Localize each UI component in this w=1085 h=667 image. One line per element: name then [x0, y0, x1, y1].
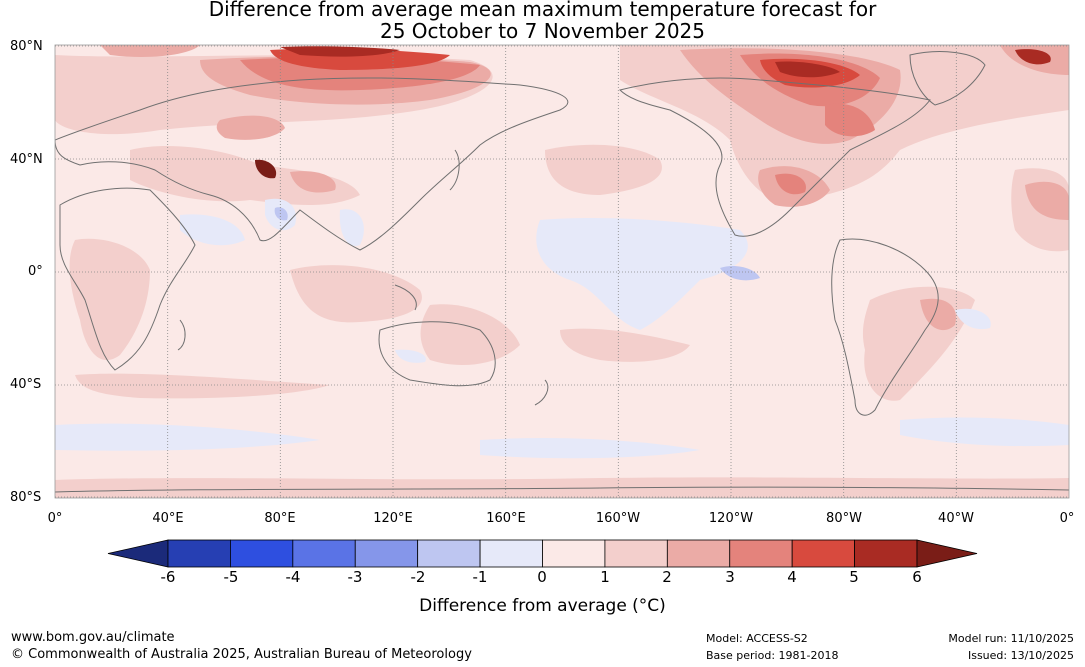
lon-label-0: 0°	[47, 511, 63, 526]
lat-label-equator: 0°	[28, 264, 43, 279]
colorbar-tick-minus5: -5	[223, 568, 239, 586]
lon-label-160e: 160°E	[486, 511, 526, 526]
colorbar-segment	[167, 539, 231, 568]
lon-label-160w: 160°W	[595, 511, 641, 526]
colorbar-segment	[854, 539, 918, 568]
colorbar-segment	[666, 539, 731, 568]
lon-label-80w: 80°W	[826, 511, 862, 526]
colorbar-tick-minus2: -2	[410, 568, 426, 586]
colorbar-segment	[542, 539, 606, 568]
map-title-line2: 25 October to 7 November 2025	[379, 19, 706, 43]
footer-issued: Issued: 13/10/2025	[967, 649, 1074, 662]
colorbar-tick-1: 1	[600, 568, 610, 586]
colorbar-tick-3: 3	[725, 568, 735, 586]
map-title-line1: Difference from average mean maximum tem…	[208, 0, 877, 21]
footer-model: Model: ACCESS-S2	[706, 632, 808, 645]
lon-label-80e: 80°E	[264, 511, 296, 526]
colorbar-tick-minus6: -6	[160, 568, 176, 586]
colorbar-segment	[729, 539, 793, 568]
footer-base-period: Base period: 1981-2018	[706, 649, 839, 662]
footer-copyright: © Commonwealth of Australia 2025, Austra…	[11, 647, 472, 662]
colorbar-arrow-high	[916, 539, 978, 568]
colorbar-tick-minus3: -3	[347, 568, 363, 586]
colorbar-tick-5: 5	[849, 568, 859, 586]
colorbar-tick-6: 6	[912, 568, 922, 586]
colorbar-segment	[791, 539, 855, 568]
lon-label-40w: 40°W	[938, 511, 974, 526]
colorbar-segment	[604, 539, 668, 568]
colorbar-segment	[230, 539, 294, 568]
coastlines	[55, 51, 1069, 493]
lat-label-40n: 40°N	[10, 152, 43, 167]
colorbar-tick-0: 0	[537, 568, 547, 586]
colorbar-tick-2: 2	[662, 568, 672, 586]
colorbar-tick-minus1: -1	[472, 568, 488, 586]
anomaly-shading	[55, 45, 1069, 498]
colorbar-segment	[354, 539, 419, 568]
colorbar-label: Difference from average (°C)	[419, 596, 666, 616]
colorbar-arrow-low	[107, 539, 169, 568]
lon-label-120e: 120°E	[373, 511, 413, 526]
map-frame	[54, 44, 1070, 499]
colorbar-segment	[292, 539, 356, 568]
lat-label-80n: 80°N	[10, 39, 43, 54]
colorbar-segment	[417, 539, 481, 568]
colorbar-tick-4: 4	[787, 568, 797, 586]
colorbar-segment	[479, 539, 543, 568]
footer-website: www.bom.gov.au/climate	[11, 630, 175, 645]
lon-label-120w: 120°W	[708, 511, 754, 526]
colorbar-tick-minus4: -4	[285, 568, 301, 586]
graticule	[55, 45, 1069, 498]
lon-label-40e: 40°E	[152, 511, 184, 526]
footer-model-run: Model run: 11/10/2025	[948, 632, 1074, 645]
lon-label-0-right: 0°	[1059, 511, 1075, 526]
lat-label-80s: 80°S	[10, 490, 42, 505]
lat-label-40s: 40°S	[10, 377, 42, 392]
